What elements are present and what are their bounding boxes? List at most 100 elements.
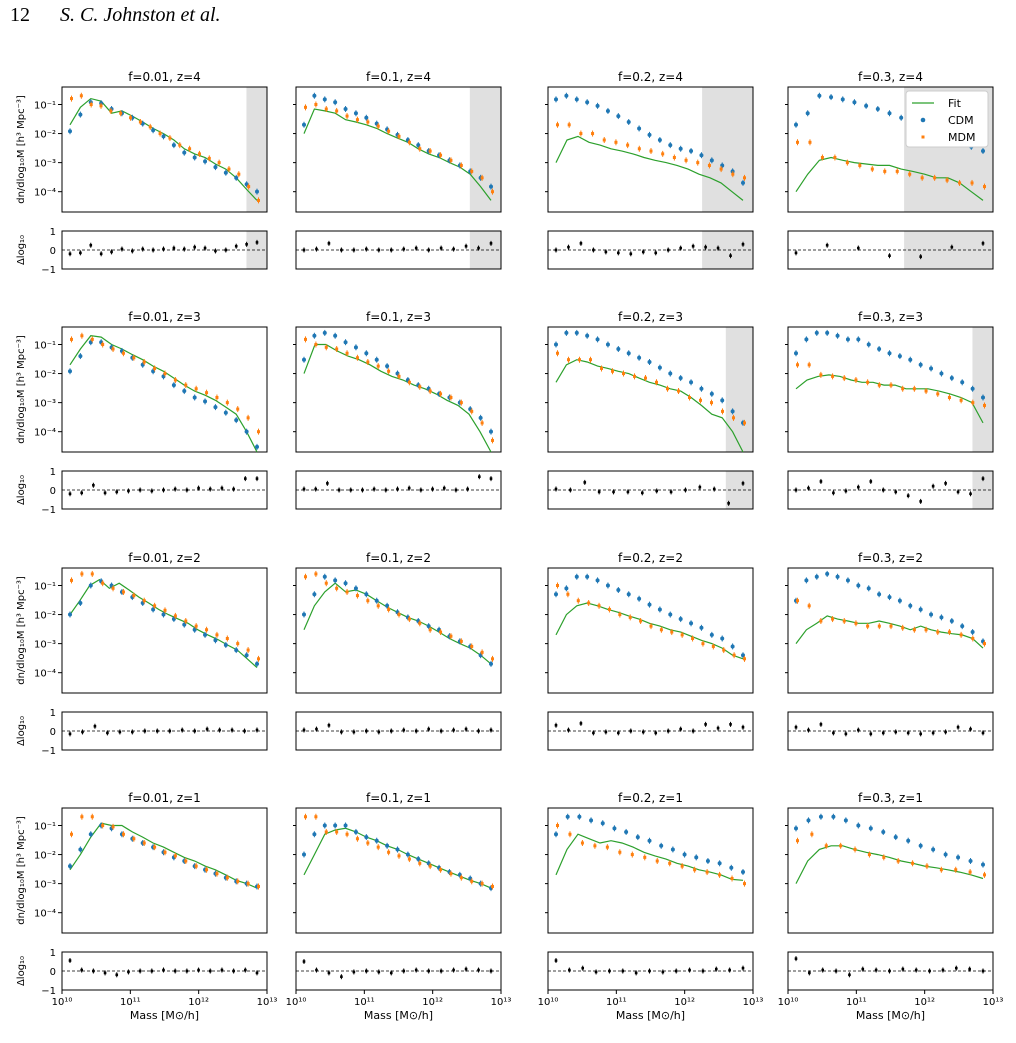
mdm-point	[877, 383, 881, 387]
residual-point	[208, 487, 212, 491]
fit-line	[303, 582, 492, 665]
excluded-region	[702, 87, 753, 212]
cdm-point	[794, 122, 798, 127]
residual-point	[315, 247, 318, 251]
residual-point	[629, 252, 633, 256]
mdm-point	[236, 879, 240, 883]
y-tick-label: 10⁻⁴	[34, 909, 56, 920]
mdm-point	[743, 657, 746, 661]
cdm-point	[689, 380, 694, 385]
residual-point	[185, 488, 189, 492]
mdm-point	[677, 389, 680, 393]
residual-point	[79, 251, 82, 255]
residual-point	[302, 487, 306, 491]
residual-point	[224, 248, 228, 252]
residual-point	[716, 246, 720, 250]
cdm-point	[554, 97, 558, 102]
mdm-point	[925, 864, 929, 868]
residual-point	[197, 486, 200, 490]
residual-point	[402, 969, 406, 973]
mdm-point	[810, 832, 814, 836]
mdm-point	[983, 642, 986, 646]
cdm-point	[585, 100, 590, 105]
mdm-point	[215, 396, 219, 400]
cdm-point	[877, 592, 882, 597]
mdm-point	[611, 369, 614, 373]
cdm-point	[843, 818, 848, 823]
mdm-point	[366, 841, 370, 845]
mdm-point	[119, 111, 123, 115]
residual-point	[389, 729, 393, 733]
residual-point	[141, 247, 145, 251]
mdm-point	[819, 373, 823, 377]
residual-point	[919, 732, 922, 736]
cdm-point	[908, 603, 913, 608]
mdm-point	[731, 172, 735, 176]
mdm-point	[711, 644, 715, 648]
cdm-point	[949, 376, 954, 381]
mdm-point	[833, 156, 837, 160]
cdm-point	[657, 365, 662, 370]
mdm-point	[225, 401, 229, 405]
cdm-point	[840, 97, 845, 102]
mdm-point	[579, 132, 583, 136]
mdm-point	[247, 185, 251, 189]
mdm-point	[99, 104, 103, 108]
mdm-point	[207, 156, 211, 160]
mdm-point	[971, 637, 975, 641]
mdm-point	[246, 882, 250, 886]
mdm-point	[324, 581, 328, 585]
residual-point	[234, 244, 238, 248]
residual-point	[172, 246, 176, 250]
residual-point	[641, 491, 644, 495]
mdm-point	[129, 116, 133, 120]
mdm-point	[743, 176, 746, 180]
fit-line	[303, 108, 492, 201]
residual-point	[581, 966, 585, 970]
mdm-point	[217, 161, 221, 165]
residual-point	[255, 477, 259, 480]
residual-point	[197, 968, 200, 972]
mdm-point	[439, 392, 443, 396]
panel-title: f=0.3, z=1	[858, 791, 923, 805]
residual-point	[106, 731, 109, 735]
cdm-point	[353, 829, 358, 834]
cdm-point	[595, 337, 600, 342]
cdm-point	[182, 389, 187, 394]
mdm-point	[831, 374, 835, 378]
mdm-point	[480, 650, 484, 654]
residual-point	[968, 967, 971, 971]
mdm-point	[304, 575, 307, 579]
residual-point	[478, 475, 481, 478]
residual-point	[741, 482, 745, 485]
residual-point	[861, 967, 865, 971]
residual-point	[654, 251, 658, 255]
panel-title: f=0.2, z=3	[618, 310, 683, 324]
mdm-point	[895, 169, 899, 173]
cdm-point	[657, 138, 662, 143]
residual-point	[255, 241, 259, 244]
x-tick-label: 10¹¹	[120, 997, 141, 1008]
residual-point	[185, 969, 189, 973]
mdm-point	[366, 120, 370, 124]
cdm-point	[741, 180, 745, 185]
residual-point	[115, 490, 119, 494]
cdm-point	[981, 149, 985, 154]
residual-point	[819, 480, 823, 483]
mdm-point	[407, 857, 411, 861]
mdm-point	[184, 383, 188, 387]
x-tick-label: 10¹³	[491, 997, 512, 1008]
mdm-point	[958, 181, 962, 185]
x-tick-label: 10¹²	[674, 997, 695, 1008]
residual-point	[120, 247, 124, 251]
y-tick-label: 10⁻¹	[34, 100, 56, 111]
mdm-point	[314, 815, 318, 819]
mdm-point	[644, 376, 647, 380]
mdm-point	[345, 114, 349, 118]
x-tick-label: 10¹²	[422, 997, 443, 1008]
cdm-point	[705, 859, 710, 864]
y-tick-label: 10⁻¹	[34, 821, 56, 832]
mdm-point	[600, 366, 603, 370]
residual-point	[80, 491, 83, 495]
cdm-point	[829, 95, 834, 100]
